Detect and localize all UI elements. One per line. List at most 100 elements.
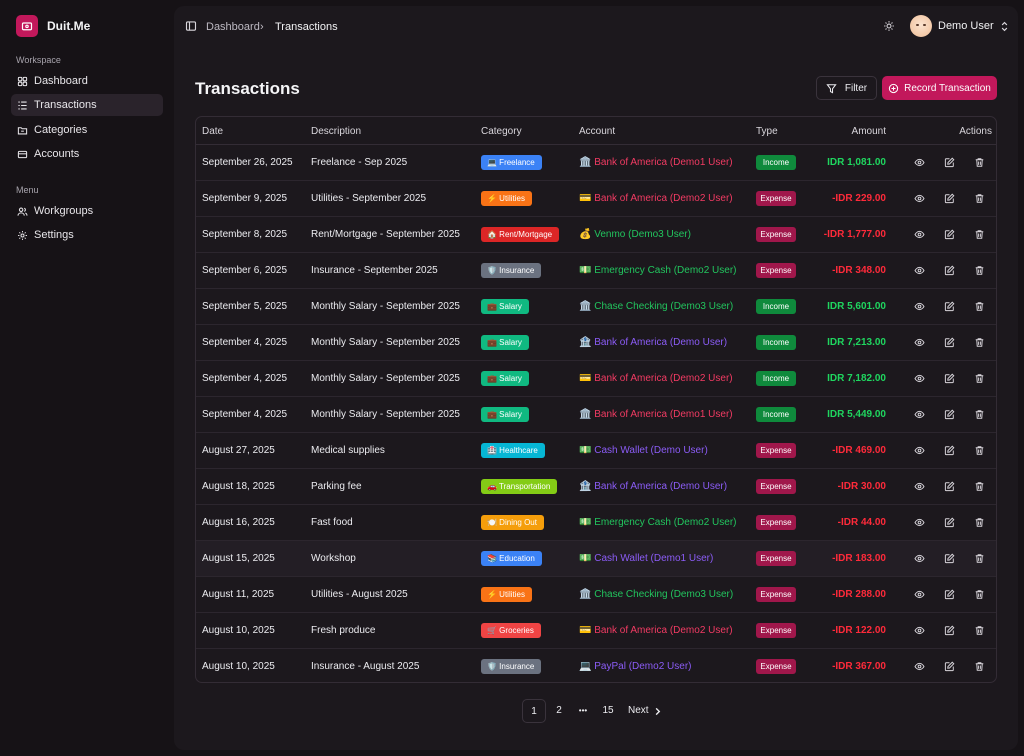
sidebar-item-categories[interactable]: Categories: [11, 119, 163, 141]
sidebar-toggle-icon[interactable]: [185, 20, 197, 32]
table-row[interactable]: September 4, 2025 Monthly Salary - Septem…: [196, 361, 996, 397]
category-badge: ⚡ Utilities: [481, 587, 532, 602]
cell-account: 🏛️ Bank of America (Demo1 User): [579, 409, 733, 420]
eye-icon[interactable]: [914, 661, 925, 672]
eye-icon[interactable]: [914, 193, 925, 204]
brand[interactable]: Duit.Me: [16, 15, 90, 37]
user-menu[interactable]: Demo User: [910, 15, 1009, 37]
folder-icon: [17, 125, 28, 136]
table-row[interactable]: August 15, 2025 Workshop 📚 Education 💵 Cash…: [196, 541, 996, 577]
sun-icon[interactable]: [883, 20, 895, 32]
eye-icon[interactable]: [914, 589, 925, 600]
trash-icon[interactable]: [974, 265, 985, 276]
table-row[interactable]: August 10, 2025 Fresh produce 🛒 Groceries 💳…: [196, 613, 996, 649]
trash-icon[interactable]: [974, 337, 985, 348]
cell-date: September 4, 2025: [202, 409, 288, 420]
cell-description: Monthly Salary - September 2025: [311, 337, 460, 348]
trash-icon[interactable]: [974, 553, 985, 564]
transactions-table: Date Description Category Account Type A…: [195, 116, 997, 683]
category-badge: 💻 Freelance: [481, 155, 542, 170]
eye-icon[interactable]: [914, 157, 925, 168]
edit-icon[interactable]: [944, 445, 955, 456]
eye-icon[interactable]: [914, 265, 925, 276]
table-row[interactable]: September 5, 2025 Monthly Salary - Septem…: [196, 289, 996, 325]
table-row[interactable]: August 27, 2025 Medical supplies 🏥 Healthc…: [196, 433, 996, 469]
sidebar-item-accounts[interactable]: Accounts: [11, 143, 163, 165]
edit-icon[interactable]: [944, 589, 955, 600]
table-row[interactable]: September 9, 2025 Utilities - September 2…: [196, 181, 996, 217]
type-badge: Expense: [756, 623, 796, 638]
table-row[interactable]: August 10, 2025 Insurance - August 2025 🛡️…: [196, 649, 996, 682]
edit-icon[interactable]: [944, 661, 955, 672]
edit-icon[interactable]: [944, 229, 955, 240]
trash-icon[interactable]: [974, 589, 985, 600]
table-row[interactable]: September 4, 2025 Monthly Salary - Septem…: [196, 397, 996, 433]
table-row[interactable]: August 11, 2025 Utilities - August 2025 ⚡ …: [196, 577, 996, 613]
type-badge: Expense: [756, 443, 796, 458]
eye-icon[interactable]: [914, 625, 925, 636]
category-badge: 🍽️ Dining Out: [481, 515, 544, 530]
sidebar-item-label: Transactions: [34, 99, 97, 111]
record-transaction-button[interactable]: Record Transaction: [882, 76, 997, 100]
trash-icon[interactable]: [974, 229, 985, 240]
cell-amount: IDR 5,601.00: [827, 301, 886, 312]
eye-icon[interactable]: [914, 229, 925, 240]
breadcrumb-dashboard[interactable]: Dashboard: [206, 21, 260, 33]
edit-icon[interactable]: [944, 301, 955, 312]
edit-icon[interactable]: [944, 157, 955, 168]
edit-icon[interactable]: [944, 193, 955, 204]
eye-icon[interactable]: [914, 373, 925, 384]
trash-icon[interactable]: [974, 373, 985, 384]
ellipsis-icon: •••: [578, 706, 588, 715]
edit-icon[interactable]: [944, 517, 955, 528]
filter-button-label: Filter: [844, 82, 868, 94]
edit-icon[interactable]: [944, 625, 955, 636]
cell-date: September 6, 2025: [202, 265, 288, 276]
edit-icon[interactable]: [944, 481, 955, 492]
page-button-2[interactable]: 2: [556, 705, 562, 716]
page-button-1[interactable]: 1: [522, 699, 546, 723]
trash-icon[interactable]: [974, 625, 985, 636]
eye-icon[interactable]: [914, 337, 925, 348]
sidebar-item-dashboard[interactable]: Dashboard: [11, 70, 163, 92]
edit-icon[interactable]: [944, 553, 955, 564]
trash-icon[interactable]: [974, 481, 985, 492]
filter-button[interactable]: Filter: [816, 76, 877, 100]
eye-icon[interactable]: [914, 409, 925, 420]
next-page-label: Next: [628, 705, 649, 716]
edit-icon[interactable]: [944, 409, 955, 420]
eye-icon[interactable]: [914, 553, 925, 564]
table-row[interactable]: September 4, 2025 Monthly Salary - Septem…: [196, 325, 996, 361]
table-row[interactable]: September 6, 2025 Insurance - September 2…: [196, 253, 996, 289]
edit-icon[interactable]: [944, 373, 955, 384]
eye-icon[interactable]: [914, 301, 925, 312]
eye-icon[interactable]: [914, 481, 925, 492]
trash-icon[interactable]: [974, 409, 985, 420]
trash-icon[interactable]: [974, 445, 985, 456]
table-row[interactable]: August 16, 2025 Fast food 🍽️ Dining Out 💵 E…: [196, 505, 996, 541]
cell-description: Parking fee: [311, 481, 362, 492]
eye-icon[interactable]: [914, 445, 925, 456]
cell-description: Fast food: [311, 517, 353, 528]
table-row[interactable]: September 26, 2025 Freelance - Sep 2025 💻 …: [196, 145, 996, 181]
edit-icon[interactable]: [944, 265, 955, 276]
page-button-15[interactable]: 15: [602, 705, 614, 716]
sidebar-item-workgroups[interactable]: Workgroups: [11, 200, 163, 222]
sidebar-item-settings[interactable]: Settings: [11, 224, 163, 246]
eye-icon[interactable]: [914, 517, 925, 528]
cell-date: September 5, 2025: [202, 301, 288, 312]
trash-icon[interactable]: [974, 517, 985, 528]
type-badge: Income: [756, 155, 796, 170]
sidebar-item-transactions[interactable]: Transactions: [11, 94, 163, 116]
trash-icon[interactable]: [974, 661, 985, 672]
cell-account: 🏛️ Bank of America (Demo1 User): [579, 157, 733, 168]
trash-icon[interactable]: [974, 193, 985, 204]
edit-icon[interactable]: [944, 337, 955, 348]
trash-icon[interactable]: [974, 157, 985, 168]
cell-account: 🏦 Bank of America (Demo User): [579, 337, 728, 348]
trash-icon[interactable]: [974, 301, 985, 312]
next-page-button[interactable]: Next: [628, 699, 662, 723]
table-row[interactable]: August 18, 2025 Parking fee 🚗 Transportati…: [196, 469, 996, 505]
wallet-icon: [17, 149, 28, 160]
table-row[interactable]: September 8, 2025 Rent/Mortgage - Septemb…: [196, 217, 996, 253]
